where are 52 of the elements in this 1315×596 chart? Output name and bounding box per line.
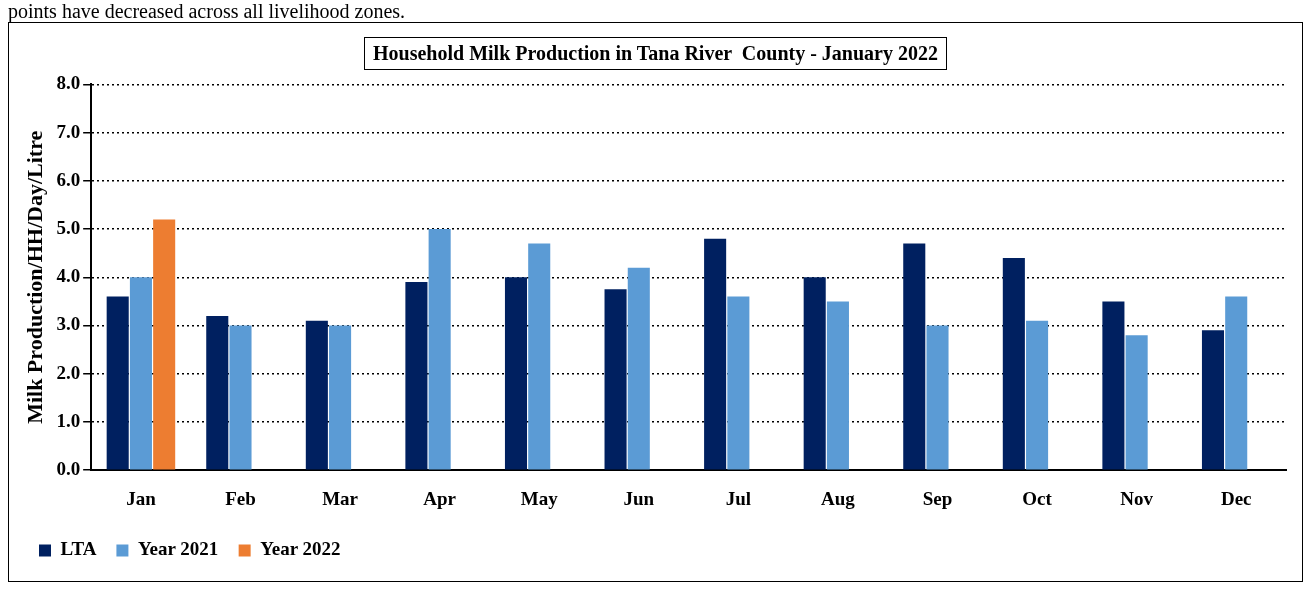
- bar: [428, 229, 451, 470]
- chart-title: Household Milk Production in Tana River County - January 2022: [364, 37, 947, 70]
- bar: [1201, 330, 1225, 470]
- bar: [627, 267, 650, 470]
- bar: [1125, 335, 1148, 470]
- bar: [106, 296, 129, 470]
- legend-label: Year 2021: [137, 538, 219, 560]
- y-tick-label: 5.0: [56, 216, 81, 238]
- y-tick-label: 2.0: [56, 361, 81, 383]
- bar: [1225, 296, 1248, 470]
- x-tick-label: May: [520, 487, 559, 509]
- bar: [1102, 301, 1125, 470]
- y-tick-label: 4.0: [56, 265, 81, 287]
- bar: [329, 325, 352, 470]
- bar: [1026, 320, 1049, 470]
- x-tick-label: Nov: [1120, 487, 1154, 509]
- y-tick-label: 7.0: [56, 120, 81, 142]
- x-tick-label: Jul: [725, 487, 752, 509]
- y-tick-label: 3.0: [56, 313, 81, 335]
- bar: [129, 277, 152, 470]
- bar: [405, 282, 428, 470]
- bar: [305, 320, 328, 470]
- bar: [153, 219, 176, 470]
- bar: [528, 243, 551, 470]
- y-axis-title: Milk Production/HH/Day/Litre: [21, 130, 47, 424]
- x-tick-label: Apr: [423, 487, 457, 509]
- bar: [903, 243, 926, 470]
- bar: [1002, 258, 1025, 470]
- bar: [504, 277, 528, 470]
- x-tick-label: Oct: [1022, 487, 1053, 509]
- x-tick-label: Feb: [225, 487, 256, 509]
- legend-label: LTA: [60, 538, 97, 560]
- y-tick-label: 0.0: [56, 458, 81, 480]
- y-tick-label: 6.0: [56, 168, 81, 190]
- bar: [206, 315, 229, 470]
- bar: [229, 325, 252, 470]
- y-tick-label: 1.0: [56, 409, 81, 431]
- bar: [727, 296, 750, 470]
- legend-label: Year 2022: [260, 538, 341, 560]
- x-tick-label: Dec: [1220, 487, 1252, 509]
- y-tick-label: 8.0: [56, 72, 81, 94]
- x-tick-label: Mar: [322, 487, 359, 509]
- bar: [604, 289, 627, 470]
- bar: [803, 277, 826, 470]
- x-tick-label: Jun: [623, 487, 655, 509]
- bar: [826, 301, 849, 470]
- x-tick-label: Aug: [821, 487, 856, 509]
- x-tick-label: Jan: [126, 487, 157, 509]
- x-tick-label: Sep: [922, 487, 953, 509]
- bar: [704, 238, 727, 470]
- text: points have decreased across all livelihood zones.: [8, 0, 407, 22]
- bar: [926, 325, 949, 470]
